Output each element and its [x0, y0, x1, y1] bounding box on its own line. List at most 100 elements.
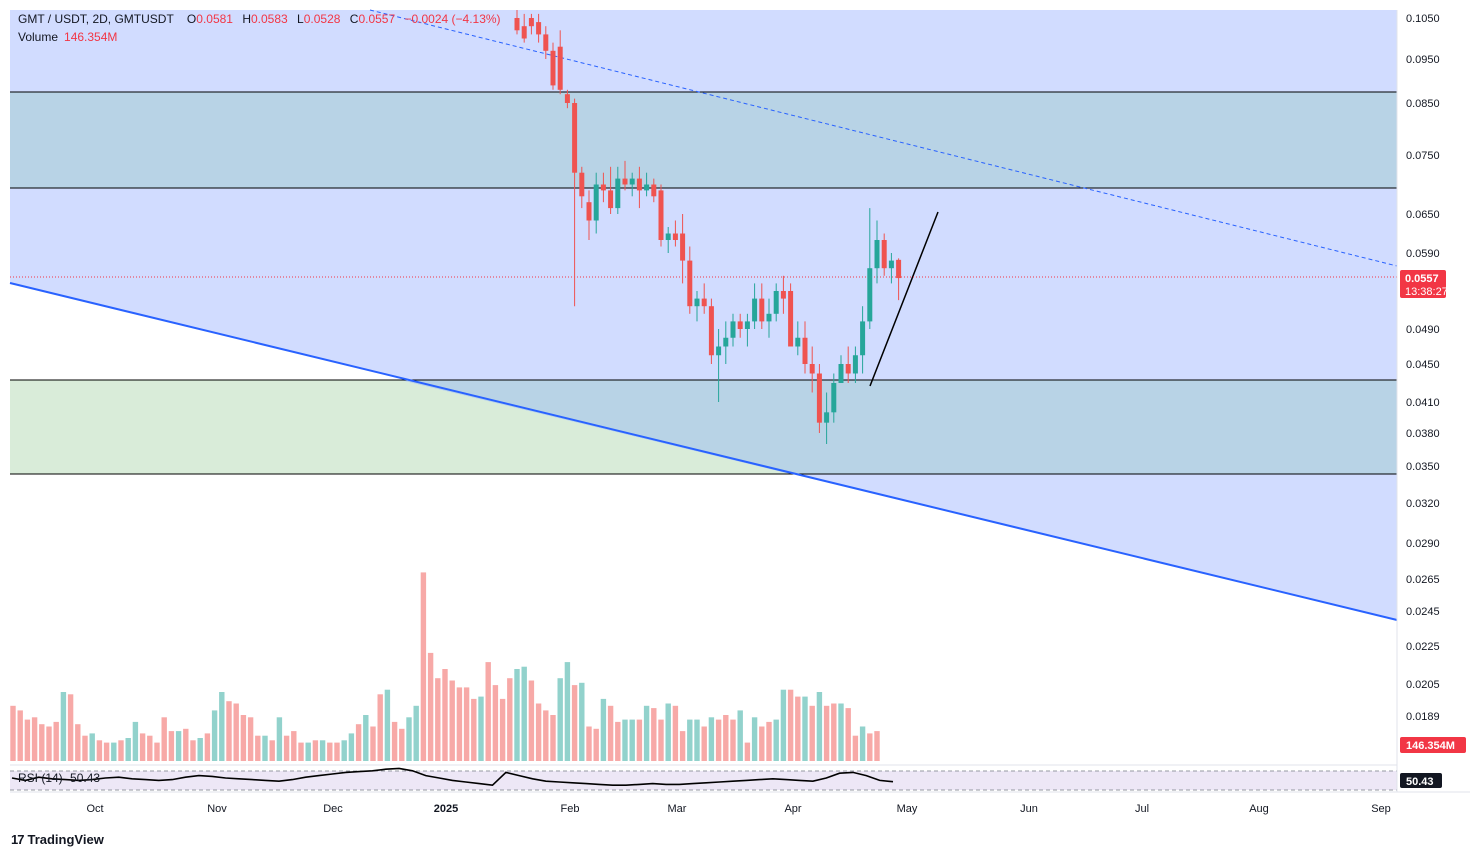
- candle-body: [514, 18, 520, 31]
- candle: [845, 346, 851, 383]
- volume-bar: [406, 717, 412, 761]
- candle: [860, 306, 866, 374]
- projection-arrow-line[interactable]: [869, 211, 939, 387]
- candle: [579, 166, 585, 209]
- symbol-legend[interactable]: GMT / USDT, 2D, GMTUSDT O0.0581 H0.0583 …: [18, 12, 501, 26]
- rsi-legend[interactable]: RSI (14) 50.43: [18, 771, 100, 785]
- candle: [651, 178, 657, 203]
- candle-body: [852, 355, 858, 374]
- volume-badge-text: 146.354M: [1406, 740, 1455, 752]
- volume-bar: [651, 708, 657, 761]
- volume-bar: [744, 742, 751, 761]
- candle-body: [644, 184, 650, 191]
- candle-body: [831, 383, 837, 413]
- candle: [672, 220, 678, 247]
- rsi-badge: 50.43: [1400, 773, 1442, 788]
- candle-body: [737, 321, 743, 329]
- lower-trendline[interactable]: [9, 282, 1398, 621]
- tradingview-logo[interactable]: 17 TradingView: [11, 832, 104, 847]
- candle-body: [680, 233, 686, 261]
- candle-body: [536, 22, 542, 35]
- candle: [744, 313, 750, 347]
- price-tick-label: 0.0350: [1406, 461, 1440, 473]
- candle: [838, 355, 844, 383]
- volume-badge: 146.354M: [1400, 737, 1466, 753]
- volume-bar: [233, 703, 239, 761]
- volume-bar: [636, 719, 643, 761]
- upper-supply-zone: [10, 92, 1397, 188]
- candle: [831, 373, 837, 423]
- volume-bar: [867, 733, 873, 761]
- time-tick-label: Oct: [86, 803, 103, 815]
- candle: [809, 346, 815, 393]
- candle: [615, 166, 621, 214]
- volume-bar: [543, 710, 549, 761]
- volume-bar: [557, 678, 563, 761]
- price-tick-label: 0.0380: [1406, 428, 1440, 440]
- candle-body: [550, 50, 556, 86]
- volume-bar: [420, 572, 427, 761]
- low-value: 0.0528: [303, 12, 341, 26]
- volume-bar: [154, 742, 160, 761]
- candle-body: [888, 260, 894, 269]
- candle-body: [838, 364, 844, 383]
- volume-bar: [283, 735, 290, 761]
- volume-bar: [298, 742, 304, 761]
- candle-body: [867, 268, 873, 322]
- upper-dashed-trendline[interactable]: [369, 9, 1398, 267]
- time-tick-label: Dec: [323, 803, 343, 815]
- lower-demand-zone: [400, 380, 1397, 474]
- volume-bar: [600, 698, 607, 761]
- volume-bar: [694, 719, 700, 761]
- candle: [557, 30, 563, 95]
- volume-bar: [679, 731, 686, 761]
- price-tick-label: 0.0189: [1406, 711, 1440, 723]
- time-axis[interactable]: Oct Nov Dec 2025 Feb Mar Apr May Jun Jul Aug Sep: [86, 803, 1390, 815]
- volume-bar: [211, 710, 218, 761]
- volume-bar: [370, 726, 376, 761]
- candle-body: [593, 184, 599, 221]
- volume-bar: [550, 715, 556, 761]
- symbol-title[interactable]: GMT / USDT, 2D, GMTUSDT: [18, 12, 174, 26]
- rsi-line: [11, 767, 894, 787]
- candle-body: [557, 46, 563, 90]
- volume-bar: [147, 735, 153, 761]
- candle: [737, 313, 743, 338]
- volume-bar: [586, 726, 592, 761]
- volume-legend[interactable]: Volume 146.354M: [18, 30, 117, 44]
- price-tick-label: 0.0750: [1406, 150, 1440, 162]
- candle-body: [615, 178, 621, 209]
- candle: [788, 283, 794, 347]
- price-tick-label: 0.0950: [1406, 54, 1440, 66]
- volume-bar: [82, 735, 88, 761]
- volume-bar: [139, 733, 146, 761]
- price-tick-label: 0.0205: [1406, 679, 1440, 691]
- candle-body: [809, 364, 815, 374]
- candle-body: [773, 291, 779, 314]
- candle-body: [744, 321, 750, 329]
- candle-body: [881, 240, 887, 269]
- volume-bar: [168, 731, 175, 761]
- price-axis[interactable]: 0.1050 0.0950 0.0850 0.0750 0.0650 0.0590 0.04…: [1406, 13, 1440, 723]
- candle-body: [564, 94, 570, 103]
- open-value: 0.0581: [196, 12, 233, 26]
- volume-bar: [593, 728, 599, 761]
- candle-body: [651, 184, 657, 197]
- candle: [874, 220, 880, 284]
- volume-bar: [766, 721, 772, 761]
- candle-body: [543, 34, 549, 51]
- candle-body: [521, 26, 527, 39]
- volume-bar: [845, 708, 851, 761]
- candle: [716, 329, 722, 402]
- candle-body: [586, 202, 592, 221]
- candle: [644, 172, 650, 197]
- volume-bar: [643, 705, 650, 761]
- open-label: O: [186, 12, 197, 26]
- volume-bar: [687, 719, 693, 761]
- close-value: 0.0557: [358, 12, 396, 26]
- candle: [586, 190, 592, 240]
- volume-bar: [816, 692, 823, 761]
- volume-bar: [427, 652, 434, 761]
- volume-bar: [10, 705, 16, 761]
